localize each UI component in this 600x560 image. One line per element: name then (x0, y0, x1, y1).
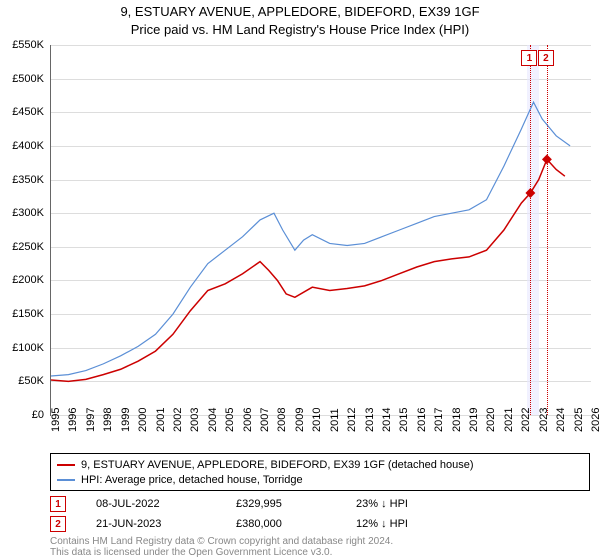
legend-item: HPI: Average price, detached house, Torr… (57, 472, 583, 487)
legend-swatch (57, 479, 75, 481)
x-tick-label: 2022 (520, 408, 532, 432)
copyright-line-2: This data is licensed under the Open Gov… (50, 547, 393, 558)
event-badge-top: 1 (521, 50, 537, 66)
legend: 9, ESTUARY AVENUE, APPLEDORE, BIDEFORD, … (50, 453, 590, 491)
x-tick-label: 2005 (224, 408, 236, 432)
x-tick-label: 2003 (189, 408, 201, 432)
x-tick-label: 2017 (433, 408, 445, 432)
x-tick-label: 2015 (398, 408, 410, 432)
event-row: 2 21-JUN-2023 £380,000 12% ↓ HPI (50, 514, 408, 534)
series-svg (51, 45, 591, 415)
x-tick-label: 2004 (207, 408, 219, 432)
x-tick-label: 2021 (503, 408, 515, 432)
x-tick-label: 2013 (364, 408, 376, 432)
x-tick-label: 2014 (381, 408, 393, 432)
y-tick-label: £350K (4, 174, 44, 186)
y-tick-label: £450K (4, 106, 44, 118)
x-tick-label: 2006 (242, 408, 254, 432)
y-tick-label: £550K (4, 39, 44, 51)
x-tick-label: 2009 (294, 408, 306, 432)
x-tick-label: 2001 (155, 408, 167, 432)
x-tick-label: 2026 (590, 408, 600, 432)
x-tick-label: 2000 (137, 408, 149, 432)
chart-title-1: 9, ESTUARY AVENUE, APPLEDORE, BIDEFORD, … (0, 4, 600, 19)
event-price: £329,995 (236, 498, 326, 510)
x-tick-label: 1999 (120, 408, 132, 432)
legend-label: 9, ESTUARY AVENUE, APPLEDORE, BIDEFORD, … (81, 459, 474, 471)
series-price_paid (51, 159, 565, 381)
y-tick-label: £150K (4, 308, 44, 320)
x-tick-label: 2007 (259, 408, 271, 432)
y-tick-label: £0 (4, 409, 44, 421)
x-tick-label: 2018 (451, 408, 463, 432)
x-tick-label: 2025 (573, 408, 585, 432)
x-tick-label: 1995 (50, 408, 62, 432)
x-tick-label: 1998 (102, 408, 114, 432)
y-tick-label: £500K (4, 73, 44, 85)
y-tick-label: £100K (4, 342, 44, 354)
legend-item: 9, ESTUARY AVENUE, APPLEDORE, BIDEFORD, … (57, 457, 583, 472)
series-hpi (51, 102, 570, 376)
event-date: 21-JUN-2023 (96, 518, 206, 530)
x-tick-label: 2019 (468, 408, 480, 432)
y-tick-label: £250K (4, 241, 44, 253)
event-badge-top: 2 (538, 50, 554, 66)
x-tick-label: 2012 (346, 408, 358, 432)
copyright-line-1: Contains HM Land Registry data © Crown c… (50, 536, 393, 547)
event-badge: 1 (50, 496, 66, 512)
plot-area (50, 45, 591, 416)
event-row: 1 08-JUL-2022 £329,995 23% ↓ HPI (50, 494, 408, 514)
x-tick-label: 2020 (485, 408, 497, 432)
event-price: £380,000 (236, 518, 326, 530)
x-tick-label: 2011 (329, 408, 341, 432)
event-badge: 2 (50, 516, 66, 532)
x-tick-label: 2008 (276, 408, 288, 432)
copyright-text: Contains HM Land Registry data © Crown c… (50, 536, 393, 558)
x-tick-label: 2010 (311, 408, 323, 432)
legend-label: HPI: Average price, detached house, Torr… (81, 474, 303, 486)
x-tick-label: 2016 (416, 408, 428, 432)
event-delta: 23% ↓ HPI (356, 498, 408, 510)
x-tick-label: 1996 (67, 408, 79, 432)
y-tick-label: £400K (4, 140, 44, 152)
event-delta: 12% ↓ HPI (356, 518, 408, 530)
x-tick-label: 2023 (538, 408, 550, 432)
y-tick-label: £200K (4, 274, 44, 286)
x-tick-label: 2002 (172, 408, 184, 432)
x-tick-label: 1997 (85, 408, 97, 432)
event-table: 1 08-JUL-2022 £329,995 23% ↓ HPI 2 21-JUN-202… (50, 494, 408, 534)
y-tick-label: £300K (4, 207, 44, 219)
x-tick-label: 2024 (555, 408, 567, 432)
event-date: 08-JUL-2022 (96, 498, 206, 510)
legend-swatch (57, 464, 75, 466)
chart-title-2: Price paid vs. HM Land Registry's House … (0, 22, 600, 37)
y-tick-label: £50K (4, 375, 44, 387)
